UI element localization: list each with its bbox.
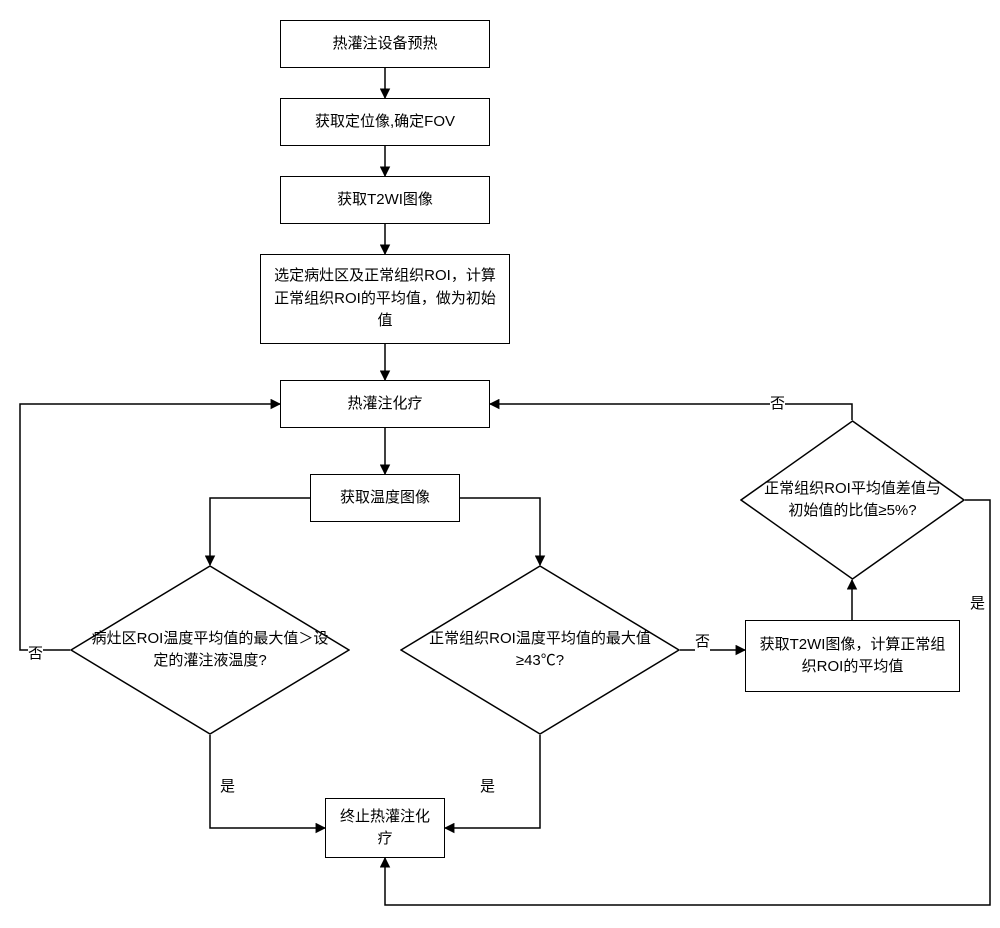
- edge-n6-d1: [210, 498, 310, 565]
- flowchart-node-n2: 获取定位像,确定FOV: [280, 98, 490, 146]
- edge-n6-d2: [460, 498, 540, 565]
- edge-label-no-12: 否: [770, 392, 785, 413]
- flowchart-node-n5: 热灌注化疗: [280, 380, 490, 428]
- node-label: 病灶区ROI温度平均值的最大值＞设定的灌注液温度?: [70, 565, 350, 735]
- node-label: 热灌注设备预热: [332, 33, 437, 56]
- flowchart-node-n6: 获取温度图像: [310, 474, 460, 522]
- edge-label-yes-13: 是: [970, 592, 985, 613]
- node-label: 获取温度图像: [340, 487, 430, 510]
- node-label: 终止热灌注化疗: [334, 806, 436, 851]
- edge-d3-n5: [490, 404, 852, 420]
- flowchart-node-n8: 终止热灌注化疗: [325, 798, 445, 858]
- node-label: 正常组织ROI平均值差值与初始值的比值≥5%?: [740, 420, 965, 580]
- flowchart-node-n7: 获取T2WI图像，计算正常组织ROI的平均值: [745, 620, 960, 692]
- flowchart-decision-d3: 正常组织ROI平均值差值与初始值的比值≥5%?: [740, 420, 965, 580]
- node-label: 正常组织ROI温度平均值的最大值≥43℃?: [400, 565, 680, 735]
- flowchart-decision-d1: 病灶区ROI温度平均值的最大值＞设定的灌注液温度?: [70, 565, 350, 735]
- node-label: 选定病灶区及正常组织ROI，计算正常组织ROI的平均值，做为初始值: [269, 265, 501, 333]
- flowchart-decision-d2: 正常组织ROI温度平均值的最大值≥43℃?: [400, 565, 680, 735]
- node-label: 获取T2WI图像: [337, 189, 433, 212]
- edge-label-yes-9: 是: [480, 775, 495, 796]
- edge-label-yes-8: 是: [220, 775, 235, 796]
- edge-label-no-7: 否: [28, 642, 43, 663]
- flowchart-node-n4: 选定病灶区及正常组织ROI，计算正常组织ROI的平均值，做为初始值: [260, 254, 510, 344]
- node-label: 获取T2WI图像，计算正常组织ROI的平均值: [754, 634, 951, 679]
- node-label: 热灌注化疗: [347, 393, 422, 416]
- edge-label-no-10: 否: [695, 630, 710, 651]
- flowchart-node-n3: 获取T2WI图像: [280, 176, 490, 224]
- flowchart-node-n1: 热灌注设备预热: [280, 20, 490, 68]
- node-label: 获取定位像,确定FOV: [315, 111, 455, 134]
